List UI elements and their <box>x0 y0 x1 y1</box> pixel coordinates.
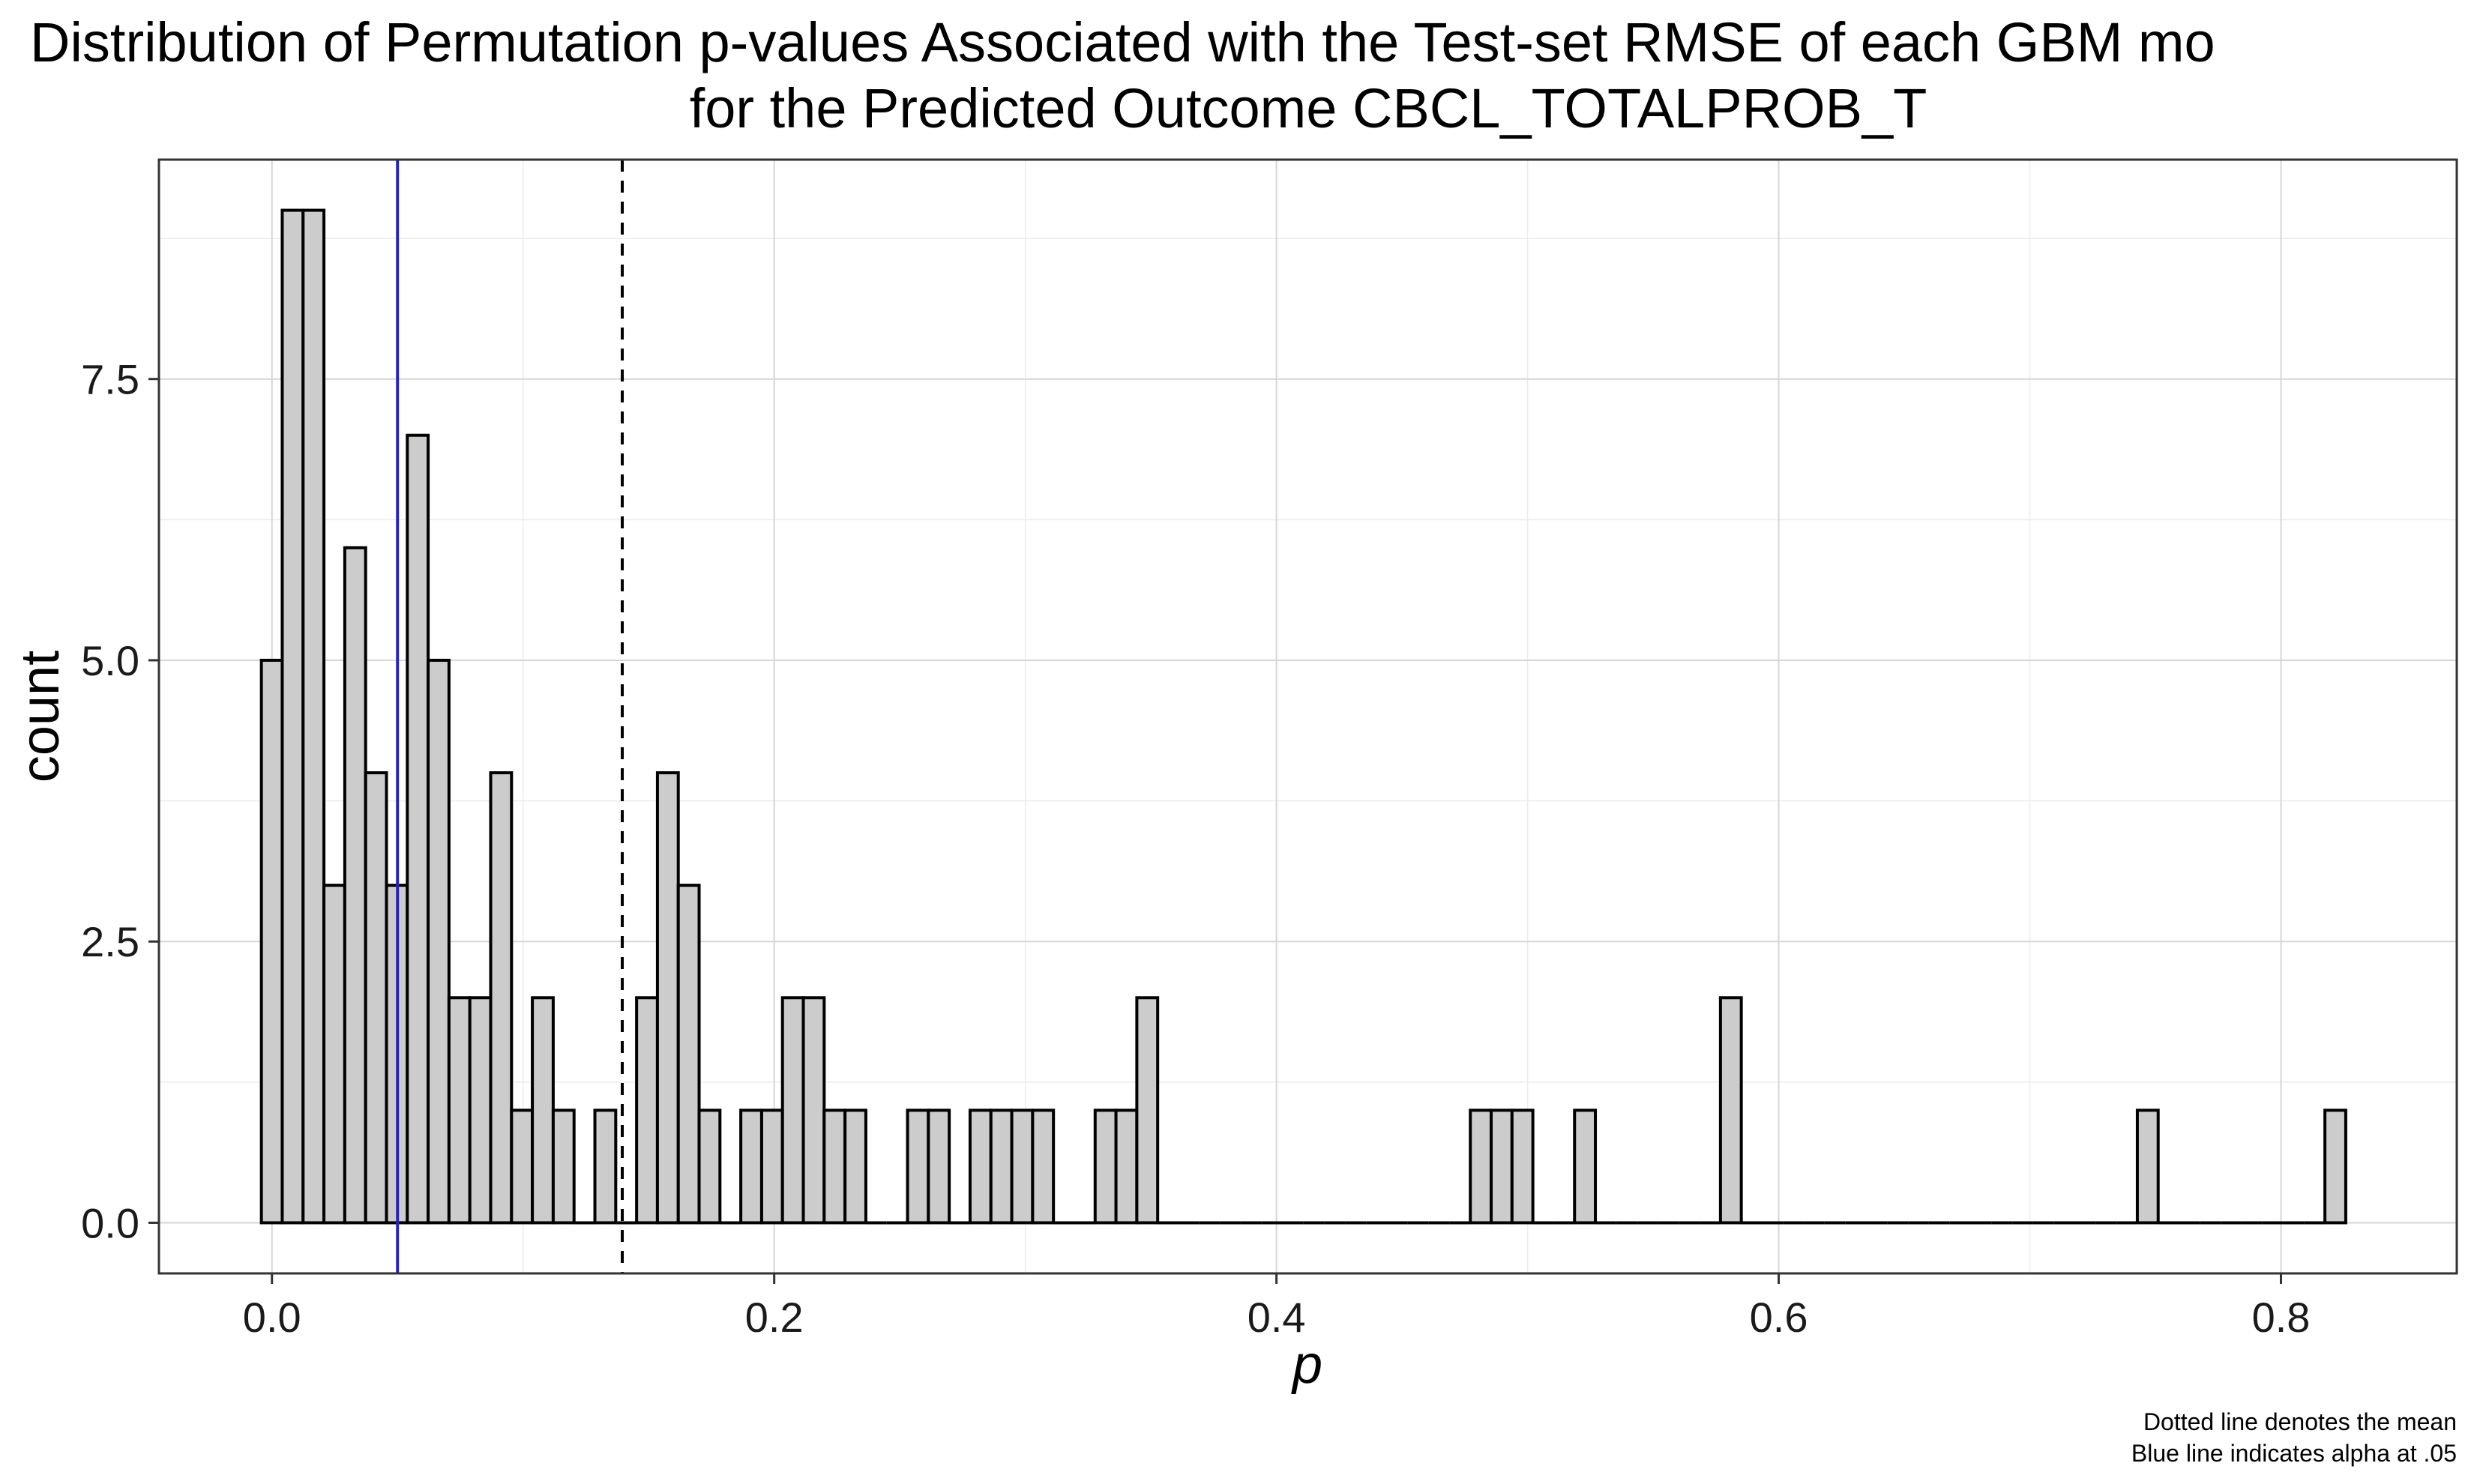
histogram-bar <box>1114 1109 1139 1225</box>
histogram-bar <box>447 996 472 1225</box>
y-axis-title: count <box>10 651 70 782</box>
x-axis-title: p <box>1291 1335 1322 1395</box>
histogram-bar <box>343 546 367 1225</box>
y-tick-label: 7.5 <box>81 356 139 403</box>
chart-subtitle: for the Predicted Outcome CBCL_TOTALPROB… <box>690 77 1927 139</box>
y-tick-label: 0.0 <box>81 1199 139 1246</box>
histogram-bar <box>406 433 430 1225</box>
caption-line-2: Blue line indicates alpha at .05 <box>2131 1440 2457 1467</box>
histogram-bar <box>1010 1109 1035 1225</box>
histogram-bar <box>801 996 826 1225</box>
histogram-bar <box>1135 996 1160 1225</box>
histogram-bar <box>1031 1109 1056 1225</box>
histogram-bar <box>843 1109 867 1225</box>
histogram-bar <box>739 1109 763 1225</box>
histogram-bar <box>364 771 388 1225</box>
histogram-bar <box>593 1109 618 1225</box>
y-tick-label: 2.5 <box>81 918 139 965</box>
histogram-bar <box>427 658 451 1225</box>
histogram-bar <box>927 1109 951 1225</box>
histogram-bar <box>676 884 701 1225</box>
histogram-bar <box>280 208 305 1225</box>
chart-title: Distribution of Permutation p-values Ass… <box>30 11 2215 73</box>
histogram-bar <box>1718 996 1743 1225</box>
histogram-bar <box>2135 1109 2160 1225</box>
histogram-bar <box>989 1109 1014 1225</box>
histogram-bars <box>259 208 2347 1225</box>
histogram-bar <box>635 996 659 1225</box>
reference-lines <box>396 160 624 1273</box>
histogram-bar <box>259 658 284 1225</box>
caption-line-1: Dotted line denotes the mean <box>2143 1408 2457 1435</box>
histogram-bar <box>322 884 346 1225</box>
histogram-bar <box>1093 1109 1118 1225</box>
histogram-bar <box>510 1109 535 1225</box>
histogram-bar <box>968 1109 993 1225</box>
y-tick-label: 5.0 <box>81 637 139 684</box>
histogram-bar <box>1490 1109 1514 1225</box>
histogram-bar <box>1469 1109 1493 1225</box>
x-tick-label: 0.4 <box>1247 1294 1306 1341</box>
histogram-bar <box>780 996 805 1225</box>
histogram-bar <box>301 208 326 1225</box>
x-tick-label: 0.8 <box>2252 1294 2311 1341</box>
histogram-bar <box>1510 1109 1535 1225</box>
histogram-bar <box>531 996 555 1225</box>
histogram-bar <box>655 771 680 1225</box>
plot-border <box>157 158 2458 1275</box>
x-tick-label: 0.0 <box>243 1294 301 1341</box>
x-tick-label: 0.2 <box>745 1294 804 1341</box>
histogram-bar <box>1573 1109 1598 1225</box>
histogram-bar <box>697 1109 722 1225</box>
y-axis-ticks: 0.0 2.5 5.0 7.5 <box>81 356 159 1246</box>
histogram-bar <box>759 1109 784 1225</box>
histogram-bar <box>2323 1109 2347 1225</box>
histogram-bar <box>468 996 493 1225</box>
x-tick-label: 0.6 <box>1750 1294 1808 1341</box>
histogram-bar <box>822 1109 847 1225</box>
x-axis-ticks: 0.0 0.2 0.4 0.6 0.8 <box>243 1273 2311 1341</box>
histogram-bar <box>551 1109 576 1225</box>
histogram-bar <box>906 1109 930 1225</box>
histogram-bar <box>489 771 514 1225</box>
